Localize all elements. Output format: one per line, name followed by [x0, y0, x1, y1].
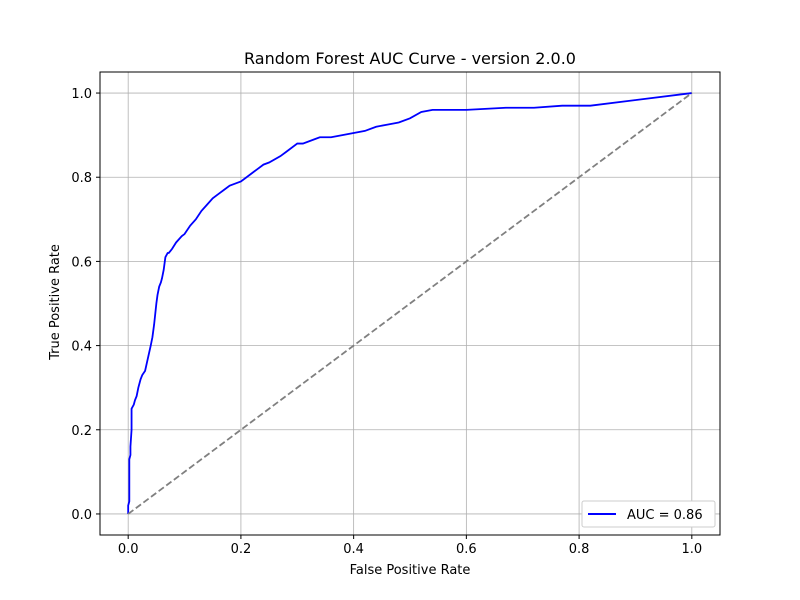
y-tick-label: 0.2	[71, 424, 92, 439]
x-tick-label: 0.2	[231, 542, 252, 557]
y-tick-label: 0.4	[71, 340, 92, 355]
x-tick-label: 0.8	[569, 542, 590, 557]
legend-label-auc: AUC = 0.86	[627, 508, 703, 523]
x-tick-label: 0.6	[456, 542, 477, 557]
y-tick-label: 0.8	[71, 171, 92, 186]
y-axis-label: True Positive Rate	[48, 244, 63, 361]
y-tick-label: 0.0	[71, 508, 92, 523]
legend: AUC = 0.86	[581, 500, 716, 528]
x-tick-label: 0.0	[118, 542, 139, 557]
axes	[96, 71, 721, 539]
x-tick-label: 1.0	[681, 542, 702, 557]
axes-frame	[99, 71, 721, 536]
x-axis-label: False Positive Rate	[350, 563, 471, 578]
legend-box	[581, 500, 716, 528]
y-tick-label: 1.0	[71, 87, 92, 102]
roc-curve-line	[127, 92, 692, 514]
chart-title: Random Forest AUC Curve - version 2.0.0	[244, 49, 576, 68]
x-tick-label: 0.4	[343, 542, 364, 557]
y-tick-label: 0.6	[71, 255, 92, 270]
plot-series	[127, 92, 693, 515]
grid-lines	[100, 72, 720, 535]
tick-labels: 0.0 0.2 0.4 0.6 0.8 1.0 0.0 0.2 0.4 0.6 0.8 1.0	[71, 87, 702, 557]
chance-diagonal-line	[127, 92, 693, 515]
